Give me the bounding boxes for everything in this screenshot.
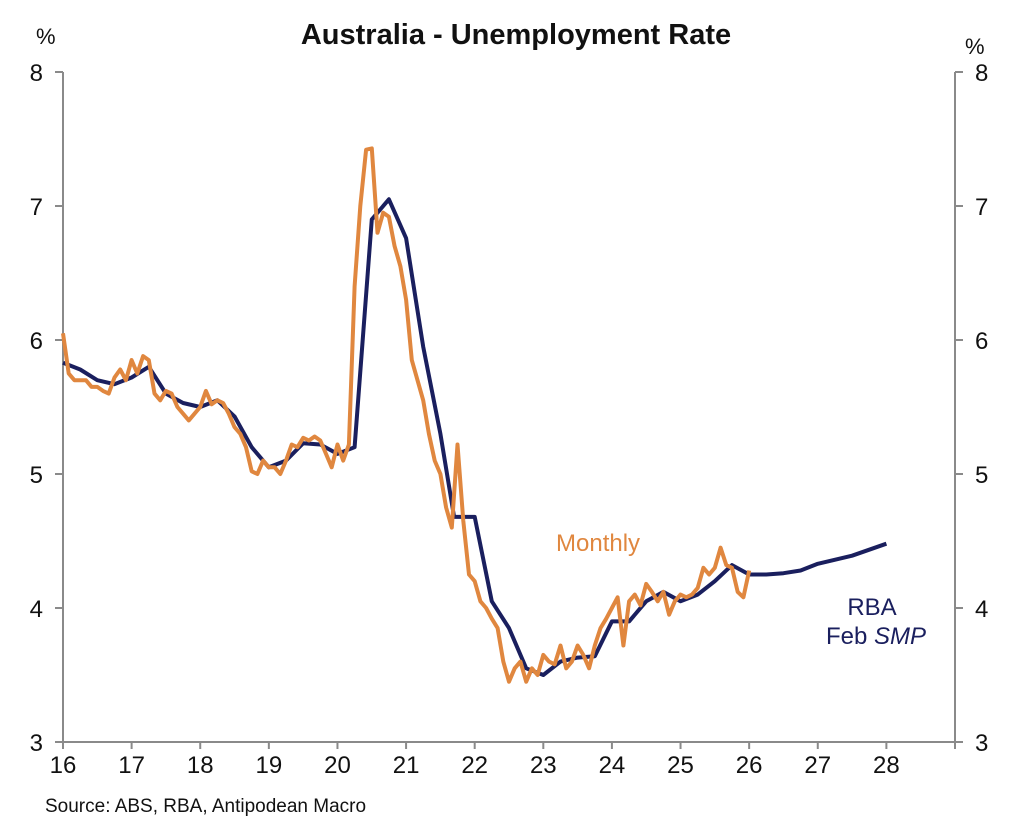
x-tick-label: 26 [736, 752, 763, 779]
source-note: Source: ABS, RBA, Antipodean Macro [45, 796, 366, 817]
series-label-monthly: Monthly [556, 530, 640, 557]
y-tick-label-left: 5 [30, 462, 43, 489]
y-tick-label-right: 7 [975, 194, 988, 221]
y-tick-label-right: 5 [975, 462, 988, 489]
x-tick-label: 21 [393, 752, 420, 779]
x-tick-label: 18 [187, 752, 214, 779]
x-tick-label: 25 [667, 752, 694, 779]
y-axis-unit-right: % [965, 34, 985, 59]
chart-title: Australia - Unemployment Rate [301, 19, 731, 51]
x-tick-label: 24 [599, 752, 626, 779]
y-tick-label-right: 3 [975, 730, 988, 757]
y-tick-label-left: 6 [30, 328, 43, 355]
x-tick-label: 16 [50, 752, 77, 779]
y-tick-label-left: 8 [30, 60, 43, 87]
x-tick-label: 22 [461, 752, 488, 779]
x-tick-label: 28 [873, 752, 900, 779]
x-tick-label: 23 [530, 752, 557, 779]
y-tick-label-right: 6 [975, 328, 988, 355]
series-line-rba-feb-smp [62, 197, 888, 677]
y-tick-label-left: 4 [30, 596, 43, 623]
y-tick-label-left: 3 [30, 730, 43, 757]
x-tick-label: 19 [255, 752, 282, 779]
series-line-monthly [61, 146, 752, 684]
y-axis-unit-left: % [36, 24, 56, 49]
series-label-rba-line1: RBA [847, 594, 896, 621]
series-lines [61, 146, 888, 684]
x-tick-label: 20 [324, 752, 351, 779]
series-label-rba-smp: SMP [874, 623, 926, 650]
x-tick-label: 27 [804, 752, 831, 779]
series-label-rba-prefix: Feb [826, 623, 874, 650]
y-tick-label-right: 8 [975, 60, 988, 87]
series-label-rba-line2: Feb SMP [826, 623, 926, 650]
axes: 3 3 4 4 5 5 6 6 7 7 8 8 16 17 18 19 20 21 22 23 24 25 26 27 28 [30, 60, 989, 779]
y-tick-label-right: 4 [975, 596, 988, 623]
y-tick-label-left: 7 [30, 194, 43, 221]
x-tick-label: 17 [118, 752, 145, 779]
